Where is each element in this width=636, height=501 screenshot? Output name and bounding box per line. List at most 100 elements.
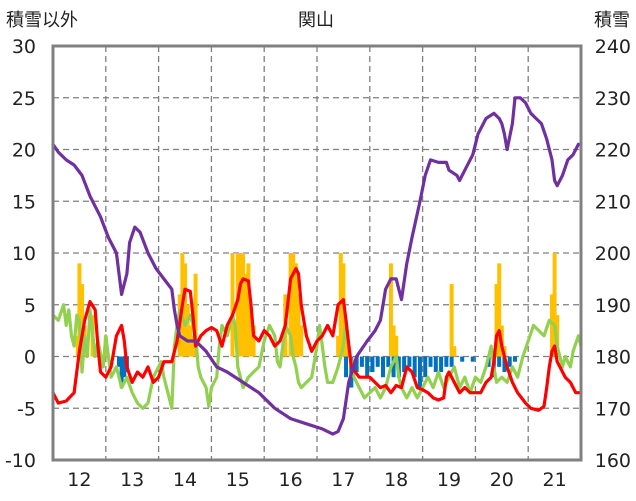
right-tick-label: 170 [595, 398, 631, 420]
right-tick-label: 200 [595, 243, 631, 265]
precip-bar [338, 253, 343, 357]
left-tick-label: 30 [12, 36, 36, 58]
right-tick-label: 220 [595, 140, 631, 162]
snow-change-bar [381, 356, 385, 378]
plot-border [51, 44, 583, 462]
precip-bar [249, 315, 253, 357]
left-tick-label: 0 [24, 347, 36, 369]
snow-change-bar [470, 356, 475, 362]
precip-bar [299, 325, 304, 357]
snow-change-bar [502, 356, 507, 373]
precip-bar [494, 284, 499, 357]
green-series-line [51, 303, 583, 410]
precip-bar [296, 294, 301, 357]
x-tick-label: 18 [384, 469, 408, 491]
precip-bar [183, 263, 187, 357]
chart-title: 関山 [298, 10, 334, 31]
left-tick-label: 20 [12, 140, 36, 162]
left-axis-title: 積雪以外 [6, 10, 78, 31]
left-axis-ticks: 30 25 20 15 10 5 0 -5 -10 [5, 36, 36, 472]
right-axis-ticks: 240 230 220 210 200 190 180 170 160 [595, 36, 631, 472]
x-tick-label: 17 [331, 469, 355, 491]
left-tick-label: 25 [12, 88, 36, 110]
x-tick-label: 21 [543, 469, 567, 491]
snow-change-bar [402, 356, 407, 373]
snow-change-bar [439, 356, 444, 373]
snow-change-bar [513, 356, 517, 362]
snow-change-bar [433, 356, 438, 373]
snow-change-bar [375, 356, 380, 367]
snow-depth-line [51, 96, 581, 436]
precip-bar [241, 253, 246, 357]
snow-change-bar [460, 356, 465, 362]
precip-bar [449, 284, 454, 357]
snow-change-bar [497, 356, 502, 367]
right-tick-label: 190 [595, 295, 631, 317]
snow-change-bar [354, 356, 359, 373]
precip-bar [235, 253, 240, 357]
right-tick-label: 160 [595, 450, 631, 472]
x-tick-label: 12 [67, 469, 91, 491]
gridlines [52, 45, 581, 461]
precip-bar [344, 325, 349, 357]
x-axis-ticks: 12 13 14 15 16 17 18 19 20 21 [67, 469, 566, 491]
precip-bar [193, 273, 198, 357]
x-tick-label: 15 [226, 469, 250, 491]
x-tick-label: 19 [437, 469, 461, 491]
precip-bar [243, 273, 248, 357]
precip-bar [394, 335, 399, 357]
x-tick-label: 13 [120, 469, 144, 491]
left-tick-label: 5 [24, 295, 36, 317]
left-tick-label: -10 [5, 450, 36, 472]
snow-change-bar [407, 356, 412, 367]
precip-bar [238, 253, 243, 357]
precip-bar [190, 335, 195, 357]
x-tick-label: 16 [279, 469, 303, 491]
snow-change-bar [365, 356, 370, 378]
precip-bar [388, 263, 393, 357]
series-lines [51, 96, 583, 436]
left-tick-label: -5 [17, 398, 36, 420]
right-tick-label: 240 [595, 36, 631, 58]
snow-change-bar [370, 356, 375, 373]
snow-change-bar [386, 356, 391, 367]
precip-bar [293, 263, 298, 357]
snow-change-bar [412, 356, 417, 378]
snow-change-bar [117, 356, 121, 367]
precip-bar [291, 253, 296, 357]
x-tick-label: 20 [490, 469, 514, 491]
right-tick-label: 230 [595, 88, 631, 110]
precip-bar [230, 253, 235, 357]
precip-bar [497, 263, 502, 357]
precip-bar [251, 325, 256, 357]
precip-bar [77, 263, 82, 357]
precip-bar [336, 335, 341, 357]
precip-bar [452, 346, 457, 357]
precip-bar [552, 253, 557, 357]
left-tick-label: 10 [12, 243, 36, 265]
precip-bar [549, 294, 554, 357]
left-tick-label: 15 [12, 191, 36, 213]
right-axis-title: 積雪 [594, 10, 630, 31]
precip-bar [288, 253, 293, 357]
snow-change-bar [507, 356, 512, 367]
precip-bar [80, 284, 85, 357]
snow-change-bar [391, 356, 396, 378]
snow-change-bar [344, 356, 349, 378]
snow-change-bar [122, 356, 127, 378]
right-tick-label: 180 [595, 347, 631, 369]
right-tick-label: 210 [595, 191, 631, 213]
snow-change-bar [449, 356, 454, 367]
temperature-line [51, 266, 583, 412]
precip-bar [391, 325, 396, 357]
snow-change-bar [119, 356, 124, 388]
precip-bar [185, 304, 190, 357]
precip-bar [246, 263, 251, 357]
snow-change-bar [359, 356, 364, 367]
snow-change-bar [417, 356, 422, 388]
snow-change-bar [444, 356, 449, 367]
snow-change-bar [428, 356, 433, 367]
snow-change-bar [423, 356, 428, 378]
x-tick-label: 14 [173, 469, 197, 491]
